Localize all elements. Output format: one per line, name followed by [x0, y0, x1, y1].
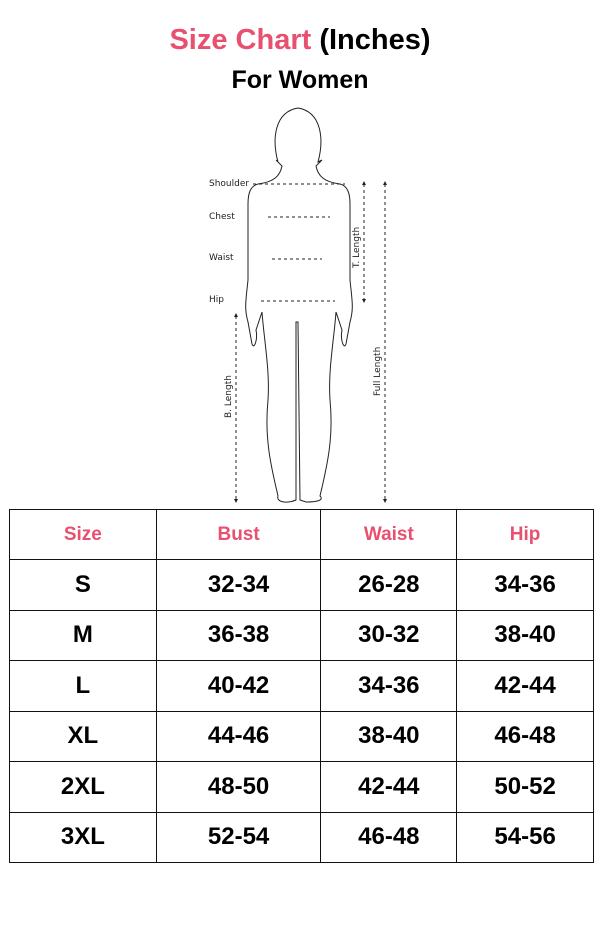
table-row: M 36-38 30-32 38-40	[9, 609, 594, 661]
cell-bust: 52-54	[155, 811, 322, 863]
cell-bust: 32-34	[155, 559, 322, 611]
cell-hip: 34-36	[456, 559, 594, 611]
title-accent: Size Chart	[169, 24, 312, 56]
cell-hip: 46-48	[456, 710, 594, 762]
arrow-heads	[234, 181, 387, 503]
cell-bust: 36-38	[155, 609, 322, 661]
cell-size: M	[9, 609, 157, 661]
table-row: XL 44-46 38-40 46-48	[9, 710, 594, 762]
cell-waist: 34-36	[320, 660, 458, 712]
cell-bust: 40-42	[155, 660, 322, 712]
size-table: Size Bust Waist Hip S 32-34 26-28 34-36 M 36-…	[9, 509, 594, 863]
table-header-row: Size Bust Waist Hip	[9, 509, 594, 560]
label-b-length: B. Length	[224, 375, 234, 418]
cell-size: L	[9, 660, 157, 712]
cell-hip: 50-52	[456, 761, 594, 813]
cell-hip: 42-44	[456, 660, 594, 712]
cell-bust: 48-50	[155, 761, 322, 813]
label-shoulder: Shoulder	[209, 179, 249, 189]
cell-waist: 30-32	[320, 609, 458, 661]
cell-bust: 44-46	[155, 710, 322, 762]
header-bust: Bust	[155, 509, 322, 560]
cell-size: 2XL	[9, 761, 157, 813]
cell-size: S	[9, 559, 157, 611]
cell-waist: 46-48	[320, 811, 458, 863]
label-chest: Chest	[209, 212, 235, 222]
table-row: 2XL 48-50 42-44 50-52	[9, 761, 594, 813]
table-row: 3XL 52-54 46-48 54-56	[9, 811, 594, 863]
label-hip: Hip	[209, 295, 224, 305]
cell-size: XL	[9, 710, 157, 762]
label-waist: Waist	[209, 253, 234, 263]
table-row: S 32-34 26-28 34-36	[9, 559, 594, 611]
header-waist: Waist	[320, 509, 458, 560]
cell-hip: 54-56	[456, 811, 594, 863]
label-t-length: T. Length	[352, 227, 362, 269]
header-size: Size	[9, 509, 157, 560]
label-full-length: Full Length	[373, 347, 383, 396]
measurement-lines	[235, 183, 386, 500]
cell-size: 3XL	[9, 811, 157, 863]
page-title: Size Chart (Inches)	[0, 24, 600, 57]
body-measurement-figure: Shoulder Chest Waist Hip T. Length Full …	[209, 107, 387, 503]
table-row: L 40-42 34-36 42-44	[9, 660, 594, 712]
cell-waist: 42-44	[320, 761, 458, 813]
title-unit: (Inches)	[319, 24, 431, 56]
cell-hip: 38-40	[456, 609, 594, 661]
cell-waist: 38-40	[320, 710, 458, 762]
page-subtitle: For Women	[231, 66, 369, 94]
body-silhouette	[245, 107, 353, 503]
cell-waist: 26-28	[320, 559, 458, 611]
header-hip: Hip	[456, 509, 594, 560]
